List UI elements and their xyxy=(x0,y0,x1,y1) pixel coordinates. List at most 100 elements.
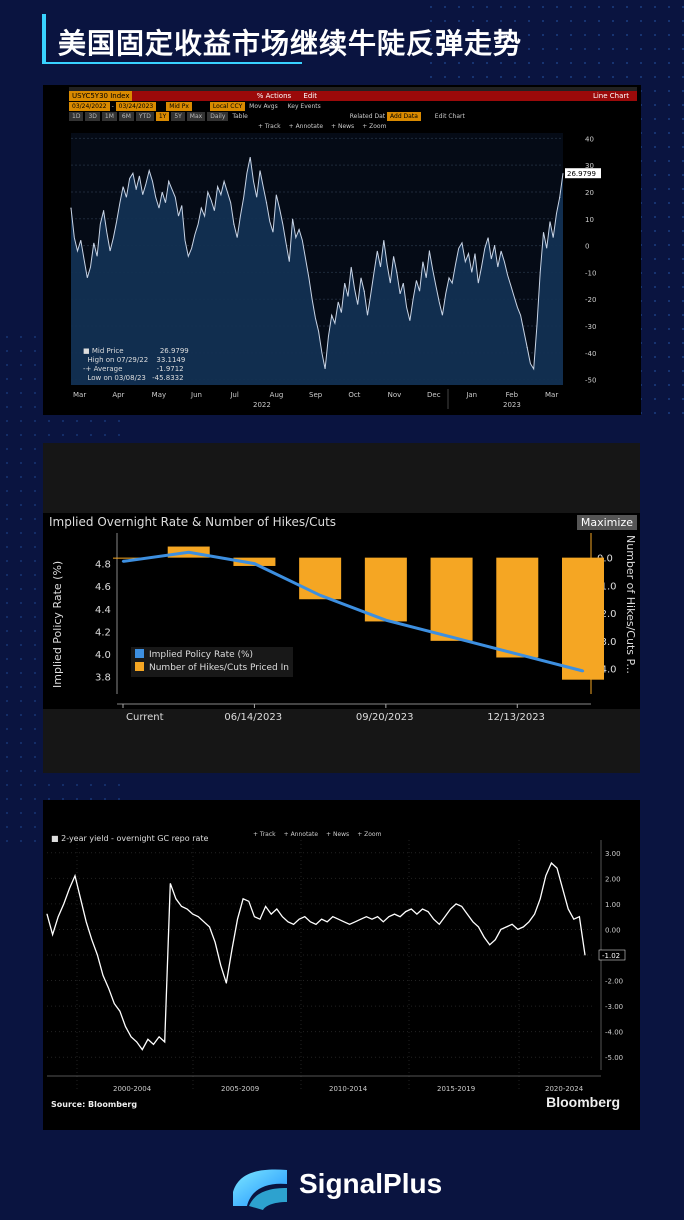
y-tick-label: -10 xyxy=(585,269,596,277)
y-tick-label: 4.8 xyxy=(95,560,111,571)
date-from-field[interactable]: 03/24/2022 xyxy=(69,102,110,111)
hikes-cuts-bar xyxy=(364,557,407,622)
data-point xyxy=(298,228,300,231)
table-button[interactable]: Table xyxy=(232,113,248,120)
y-tick-label: 1.00 xyxy=(605,901,621,909)
x-tick-label: 2005-2009 xyxy=(221,1085,259,1093)
brand-name: SignalPlus xyxy=(299,1168,443,1199)
period-button-ytd[interactable]: YTD xyxy=(135,112,154,121)
y-tick-label: 4.6 xyxy=(95,582,111,593)
tool-annotate[interactable]: + Annotate xyxy=(288,123,324,130)
actions-menu[interactable]: % Actions xyxy=(256,92,292,100)
legend-high: High on 07/29/22 33.1149 xyxy=(87,356,186,364)
data-point xyxy=(493,244,496,247)
data-point xyxy=(396,271,398,274)
data-point xyxy=(181,905,182,907)
x-tick-label: Mar xyxy=(545,391,558,399)
data-point xyxy=(270,913,272,915)
x-tick-label: 2020-2024 xyxy=(545,1085,584,1093)
data-point xyxy=(494,939,496,941)
bbg-top-strip xyxy=(69,87,637,91)
y-tick-label: 20 xyxy=(585,189,594,197)
tool-zoom[interactable]: + Zoom xyxy=(357,831,382,838)
implied-rate-header: Implied Overnight Rate & Number of Hikes… xyxy=(49,515,337,529)
page-title-box: 美国固定收益市场继续牛陡反弹走势 xyxy=(42,14,521,64)
bbg-date-row: 03/24/2022- 03/24/2023 Mid Px Local CCY … xyxy=(69,102,321,111)
data-point xyxy=(461,242,463,244)
edit-menu[interactable]: Edit xyxy=(303,92,317,100)
implied-rate-point xyxy=(318,594,322,597)
hikes-cuts-bar xyxy=(562,557,604,680)
tool-track[interactable]: + Track xyxy=(253,831,276,838)
date-to-field[interactable]: 03/24/2023 xyxy=(115,102,157,111)
x-tick-label: Oct xyxy=(348,391,360,399)
y-tick-label: -40 xyxy=(585,350,596,358)
related-data-button[interactable]: Related Dat xyxy=(349,113,386,120)
y-tick-label: -30 xyxy=(585,323,596,331)
x-tick-label: Aug xyxy=(270,391,284,399)
period-button-1y[interactable]: 1Y xyxy=(155,112,170,121)
tool-news[interactable]: + News xyxy=(331,123,355,130)
data-point xyxy=(526,346,528,349)
implied-rate-chart: 4.8 4.6 4.4 4.2 4.0 3.8 0.0 -1.0 -2.0 -3.0 -4.0 Cur… xyxy=(43,513,640,723)
hikes-cuts-bar xyxy=(299,557,342,600)
period-button-5y[interactable]: 5Y xyxy=(171,112,185,121)
yield-spread-panel: 3.002.001.000.00-1.00-2.00-3.00-4.00-5.0… xyxy=(43,800,640,1130)
implied-rate-point xyxy=(384,618,388,622)
x-tick-label: Current xyxy=(126,712,164,723)
last-value-label: -1.02 xyxy=(602,952,620,960)
period-button-1d[interactable]: 1D xyxy=(69,112,84,121)
bloomberg-logo: Bloomberg xyxy=(546,1094,620,1110)
hikes-cuts-bar xyxy=(430,557,473,641)
x-tick-label: Jul xyxy=(229,391,239,399)
tool-zoom[interactable]: + Zoom xyxy=(362,123,387,130)
y2-tick-label: -2.0 xyxy=(597,609,617,620)
currency-selector[interactable]: Local CCY xyxy=(209,102,246,111)
legend-mid: ■ Mid Price 26.9799 xyxy=(83,347,189,355)
data-point xyxy=(135,188,137,190)
data-point xyxy=(233,223,235,225)
x-tick-label: 2015-2019 xyxy=(437,1085,475,1093)
area-fill xyxy=(71,157,563,385)
hikes-cuts-bar xyxy=(496,557,539,658)
data-point xyxy=(428,250,431,252)
source-note: Source: Bloomberg xyxy=(51,1100,138,1109)
period-button-6m[interactable]: 6M xyxy=(118,112,134,121)
data-point xyxy=(315,923,317,925)
tool-annotate[interactable]: + Annotate xyxy=(283,831,319,838)
edit-chart-button[interactable]: Edit Chart xyxy=(434,113,465,120)
period-button-3d[interactable]: 3D xyxy=(85,112,100,121)
data-point xyxy=(136,1041,138,1043)
key-events-toggle[interactable]: Key Events xyxy=(287,103,321,110)
field-selector[interactable]: Mid Px xyxy=(166,102,192,111)
chart2-bg xyxy=(43,513,640,709)
add-data-field[interactable]: Add Data xyxy=(387,112,421,121)
mov-avgs-toggle[interactable]: Mov Avgs xyxy=(249,103,278,110)
signalplus-logo-icon xyxy=(233,1169,287,1210)
x-tick-label: 2010-2014 xyxy=(329,1085,368,1093)
tool-news[interactable]: + News xyxy=(326,831,350,838)
period-button-1m[interactable]: 1M xyxy=(101,112,117,121)
data-point xyxy=(200,207,202,209)
chart-tools-3: + Track + Annotate + News + Zoom xyxy=(253,830,389,839)
y-tick-label: -50 xyxy=(585,377,596,385)
y2-axis-title: Number of Hikes/Cuts P... xyxy=(624,535,637,674)
year-label: 2022 xyxy=(253,401,271,409)
x-tick-label: Jan xyxy=(465,391,477,399)
y-tick-label: 4.4 xyxy=(95,605,111,616)
implied-rate-point xyxy=(121,560,125,563)
period-button-daily[interactable]: Daily xyxy=(207,112,229,121)
data-point xyxy=(331,314,333,316)
maximize-button[interactable]: Maximize xyxy=(576,515,637,530)
implied-rate-point xyxy=(581,669,585,673)
y-tick-label: 40 xyxy=(585,135,594,143)
data-point xyxy=(168,180,170,182)
y-tick-label: 2.00 xyxy=(605,875,621,883)
period-button-max[interactable]: Max xyxy=(186,112,206,121)
data-point xyxy=(225,982,227,984)
legend-hikes-cuts: Number of Hikes/Cuts Priced In xyxy=(135,662,289,675)
tool-track[interactable]: + Track xyxy=(258,123,281,130)
ticker-field[interactable]: USYC5Y30 Index xyxy=(69,91,133,101)
chart-tools: + Track + Annotate + News + Zoom xyxy=(258,122,394,131)
last-value-box xyxy=(598,949,626,961)
